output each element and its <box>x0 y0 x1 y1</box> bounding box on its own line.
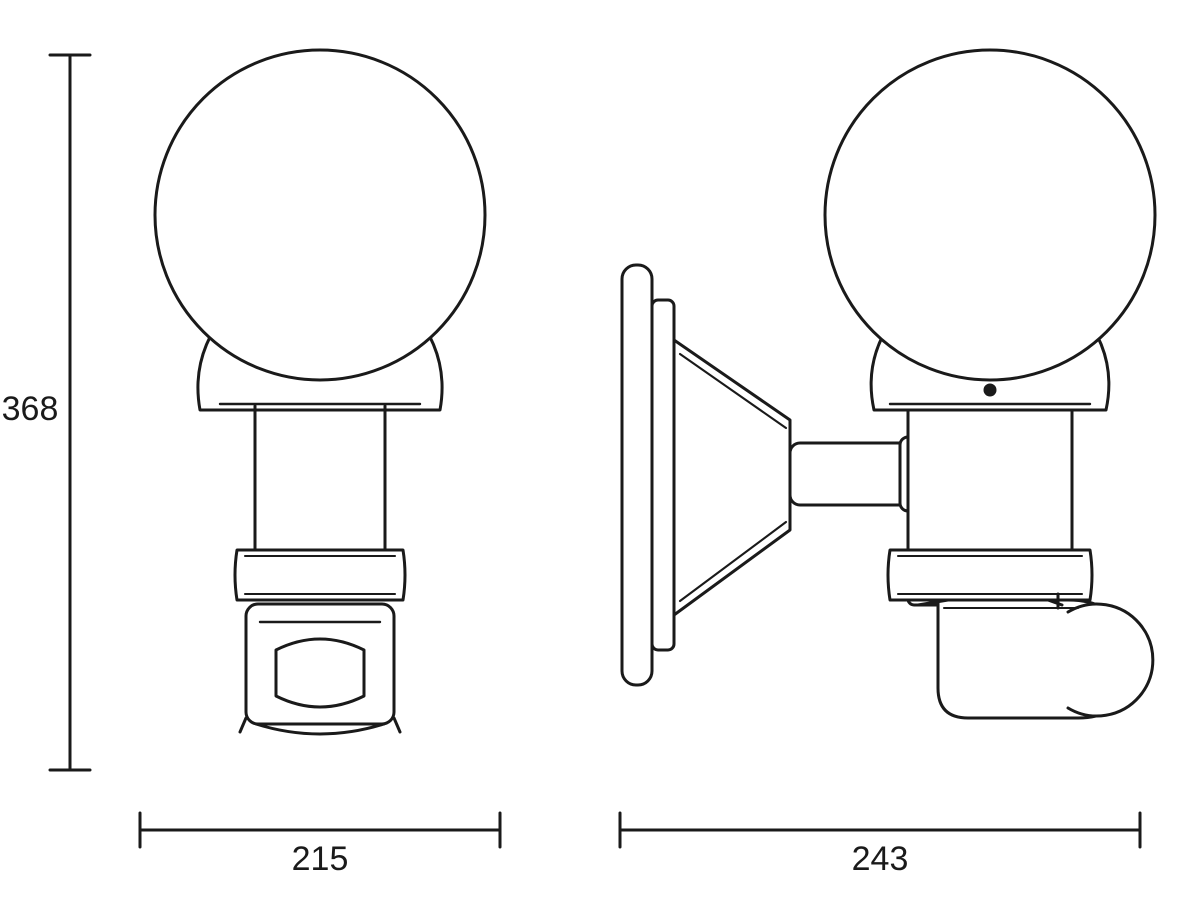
side-plate2 <box>652 300 674 650</box>
side-screw <box>985 385 995 395</box>
side-backplate <box>622 265 652 685</box>
front-dim-label: 215 <box>292 840 349 878</box>
side-sensor-nose <box>1068 604 1153 716</box>
height-dim-label: 368 <box>2 390 59 428</box>
side-arm <box>790 443 910 505</box>
side-globe <box>825 50 1155 380</box>
side-mount-funnel <box>674 340 790 615</box>
front-sensor-lens <box>276 639 364 707</box>
dimension-drawing: 368 215 243 <box>0 0 1200 900</box>
front-globe <box>155 50 485 380</box>
side-dim-label: 243 <box>852 840 909 878</box>
side-band <box>888 550 1092 600</box>
front-band <box>235 550 405 600</box>
